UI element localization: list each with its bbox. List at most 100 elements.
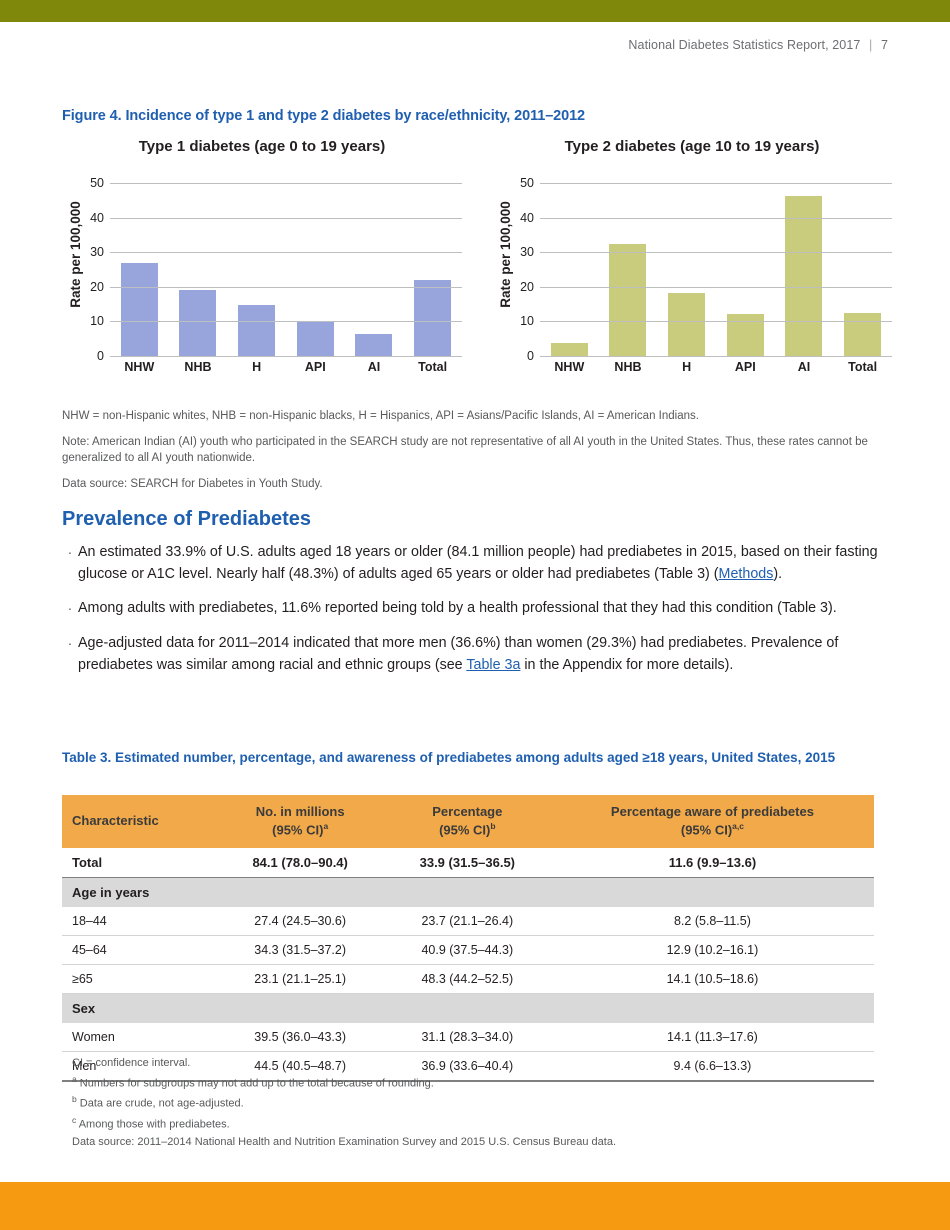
bullet-marker-icon: ·	[67, 635, 73, 652]
table-row-label: Men	[62, 1051, 217, 1083]
table-row: Total 84.1 (78.0–90.4) 33.9 (31.5–36.5) 11.…	[62, 848, 874, 879]
column-header-label: Characteristic	[72, 813, 159, 829]
text-run: Age-adjusted data for 2011–2014 indicate…	[78, 635, 839, 673]
plot-canvas: 50 40 30 20 10 0	[90, 176, 462, 363]
table-footnote: c Among those with prediabetes.	[72, 1114, 230, 1131]
footnote-marker: a	[323, 820, 329, 831]
table-cell: 14.1 (10.5–18.6)	[550, 964, 874, 995]
y-axis-tick-label: 0	[527, 349, 534, 363]
table-row: Men 44.5 (40.5–48.7) 36.9 (33.6–40.4) 9.4 (…	[62, 1051, 874, 1083]
bar	[179, 289, 217, 356]
x-axis-tick-label: NHW	[124, 360, 155, 374]
bar	[844, 313, 882, 356]
gridline: 30	[520, 245, 892, 259]
table-cell: 23.1 (21.1–25.1)	[216, 964, 384, 995]
y-axis-tick-label: 40	[90, 210, 104, 225]
bar-slot-nhw	[110, 183, 168, 356]
table-head: Characteristic No. in millions (95% CI)a Pe…	[62, 795, 874, 849]
bar-slot-nhb	[169, 183, 227, 356]
page-number: 7	[880, 38, 888, 52]
bar-slot-ai	[345, 183, 403, 356]
table-cell: 31.1 (28.3–34.0)	[383, 1023, 551, 1053]
table-row: 45–64 34.3 (31.5–37.2) 40.9 (37.5–44.3) 12.…	[62, 935, 874, 966]
chart-title: Type 1 diabetes (age 0 to 19 years)	[138, 138, 386, 155]
y-axis-tick-label: 10	[520, 314, 534, 329]
x-axis-tick-label: Total	[848, 360, 878, 374]
chart-plot-area: Rate per 100,000 50 40 30 20 10 0 NHW NHB H API A…	[62, 159, 462, 374]
gridline: 30	[90, 245, 462, 259]
x-axis-tick-label: NHB	[184, 360, 212, 374]
y-axis-tick-label: 30	[520, 245, 534, 260]
plot-canvas: 50 40 30 20 10 0	[520, 176, 892, 363]
footnote-marker: b	[72, 1094, 77, 1105]
gridline: 50	[90, 176, 462, 190]
text-run: Among adults with prediabetes, 11.6% rep…	[78, 600, 837, 617]
bar	[609, 243, 647, 356]
bullet-marker-icon: ·	[67, 600, 73, 617]
bullet-text: An estimated 33.9% of U.S. adults aged 1…	[78, 542, 882, 585]
gridline: 40	[90, 211, 462, 225]
bar	[668, 293, 706, 356]
table-cell: 14.1 (11.3–17.6)	[550, 1023, 874, 1053]
inline-link[interactable]: Table 3a	[466, 656, 521, 673]
inline-link[interactable]: Methods	[718, 565, 774, 582]
gridline: 10	[520, 314, 892, 328]
table-footnotes: CI = confidence interval. a Numbers for s…	[72, 1055, 892, 1152]
y-axis-tick-label: 30	[90, 245, 104, 260]
x-axis-tick-label: API	[304, 360, 326, 374]
section-heading: Prevalence of Prediabetes	[62, 508, 312, 530]
figure-note: Data source: SEARCH for Diabetes in Yout…	[62, 478, 323, 491]
bar-slot-total	[403, 183, 461, 356]
y-axis-tick-label: 50	[90, 176, 104, 190]
y-axis-tick-label: 20	[90, 279, 104, 294]
figure-note: Note: American Indian (AI) youth who par…	[62, 435, 868, 465]
x-axis-tick-label: H	[682, 360, 692, 374]
table-cell: 39.5 (36.0–43.3)	[216, 1023, 384, 1053]
bar	[120, 263, 158, 356]
y-axis-tick-label: 10	[90, 314, 104, 329]
figure-note: NHW = non-Hispanic whites, NHB = non-His…	[62, 410, 699, 422]
column-header-label: No. in millions	[255, 804, 345, 819]
table-section-label: Age in years	[62, 877, 874, 908]
chart-type2-diabetes: Type 2 diabetes (age 10 to 19 years) Rat…	[492, 138, 892, 403]
x-axis-tick-label: Total	[418, 360, 448, 374]
x-axis-tick-label: AI	[367, 360, 381, 374]
table-row-label: 45–64	[62, 935, 217, 966]
text-run: ).	[773, 565, 783, 582]
bullet-item: · Age-adjusted data for 2011–2014 indicat…	[62, 633, 882, 676]
table-row-label: ≥65	[62, 964, 217, 995]
table-section-row: Age in years	[62, 877, 874, 908]
column-header-sublabel: (95% CI)a,c	[680, 820, 744, 838]
table-cell: 40.9 (37.5–44.3)	[383, 935, 551, 966]
bar-group	[540, 183, 892, 356]
bullet-item: · Among adults with prediabetes, 11.6% re…	[62, 598, 882, 620]
prediabetes-table: Characteristic No. in millions (95% CI)a Pe…	[62, 795, 874, 1083]
bar-slot-nhb	[599, 183, 657, 356]
gridline: 10	[90, 314, 462, 328]
table-cell: 12.9 (10.2–16.1)	[550, 935, 874, 966]
bar	[355, 333, 393, 356]
bar	[550, 342, 588, 356]
figure-notes: NHW = non-Hispanic whites, NHB = non-His…	[62, 408, 890, 502]
table-title: Table 3. Estimated number, percentage, a…	[62, 750, 836, 765]
footnote-marker: a	[72, 1073, 77, 1084]
table-footnote: b Data are crude, not age-adjusted.	[72, 1094, 244, 1110]
table-cell: 27.4 (24.5–30.6)	[216, 907, 384, 937]
text-run: in the Appendix for more details).	[520, 656, 734, 673]
table-row: ≥65 23.1 (21.1–25.1) 48.3 (44.2–52.5) 14.1 …	[62, 964, 874, 995]
bar-slot-total	[833, 183, 891, 356]
page-header-title: National Diabetes Statistics Report, 201…	[628, 38, 861, 52]
column-header-sublabel: (95% CI)a	[272, 820, 329, 838]
gridline: 0	[97, 349, 462, 363]
gridline: 20	[90, 280, 462, 294]
column-header-1: Characteristic	[62, 795, 217, 849]
table-section-label: Sex	[62, 993, 874, 1024]
x-axis-tick-label: NHW	[554, 360, 585, 374]
footer-color-bar	[0, 1182, 950, 1230]
x-axis-labels: NHW NHB H API AI Total	[540, 360, 892, 374]
table-cell: 8.2 (5.8–11.5)	[550, 907, 874, 937]
bar	[238, 304, 276, 356]
table-cell: 84.1 (78.0–90.4)	[216, 848, 384, 879]
section-bullet-list: · An estimated 33.9% of U.S. adults aged …	[62, 542, 882, 690]
footnote-marker: b	[490, 820, 496, 831]
